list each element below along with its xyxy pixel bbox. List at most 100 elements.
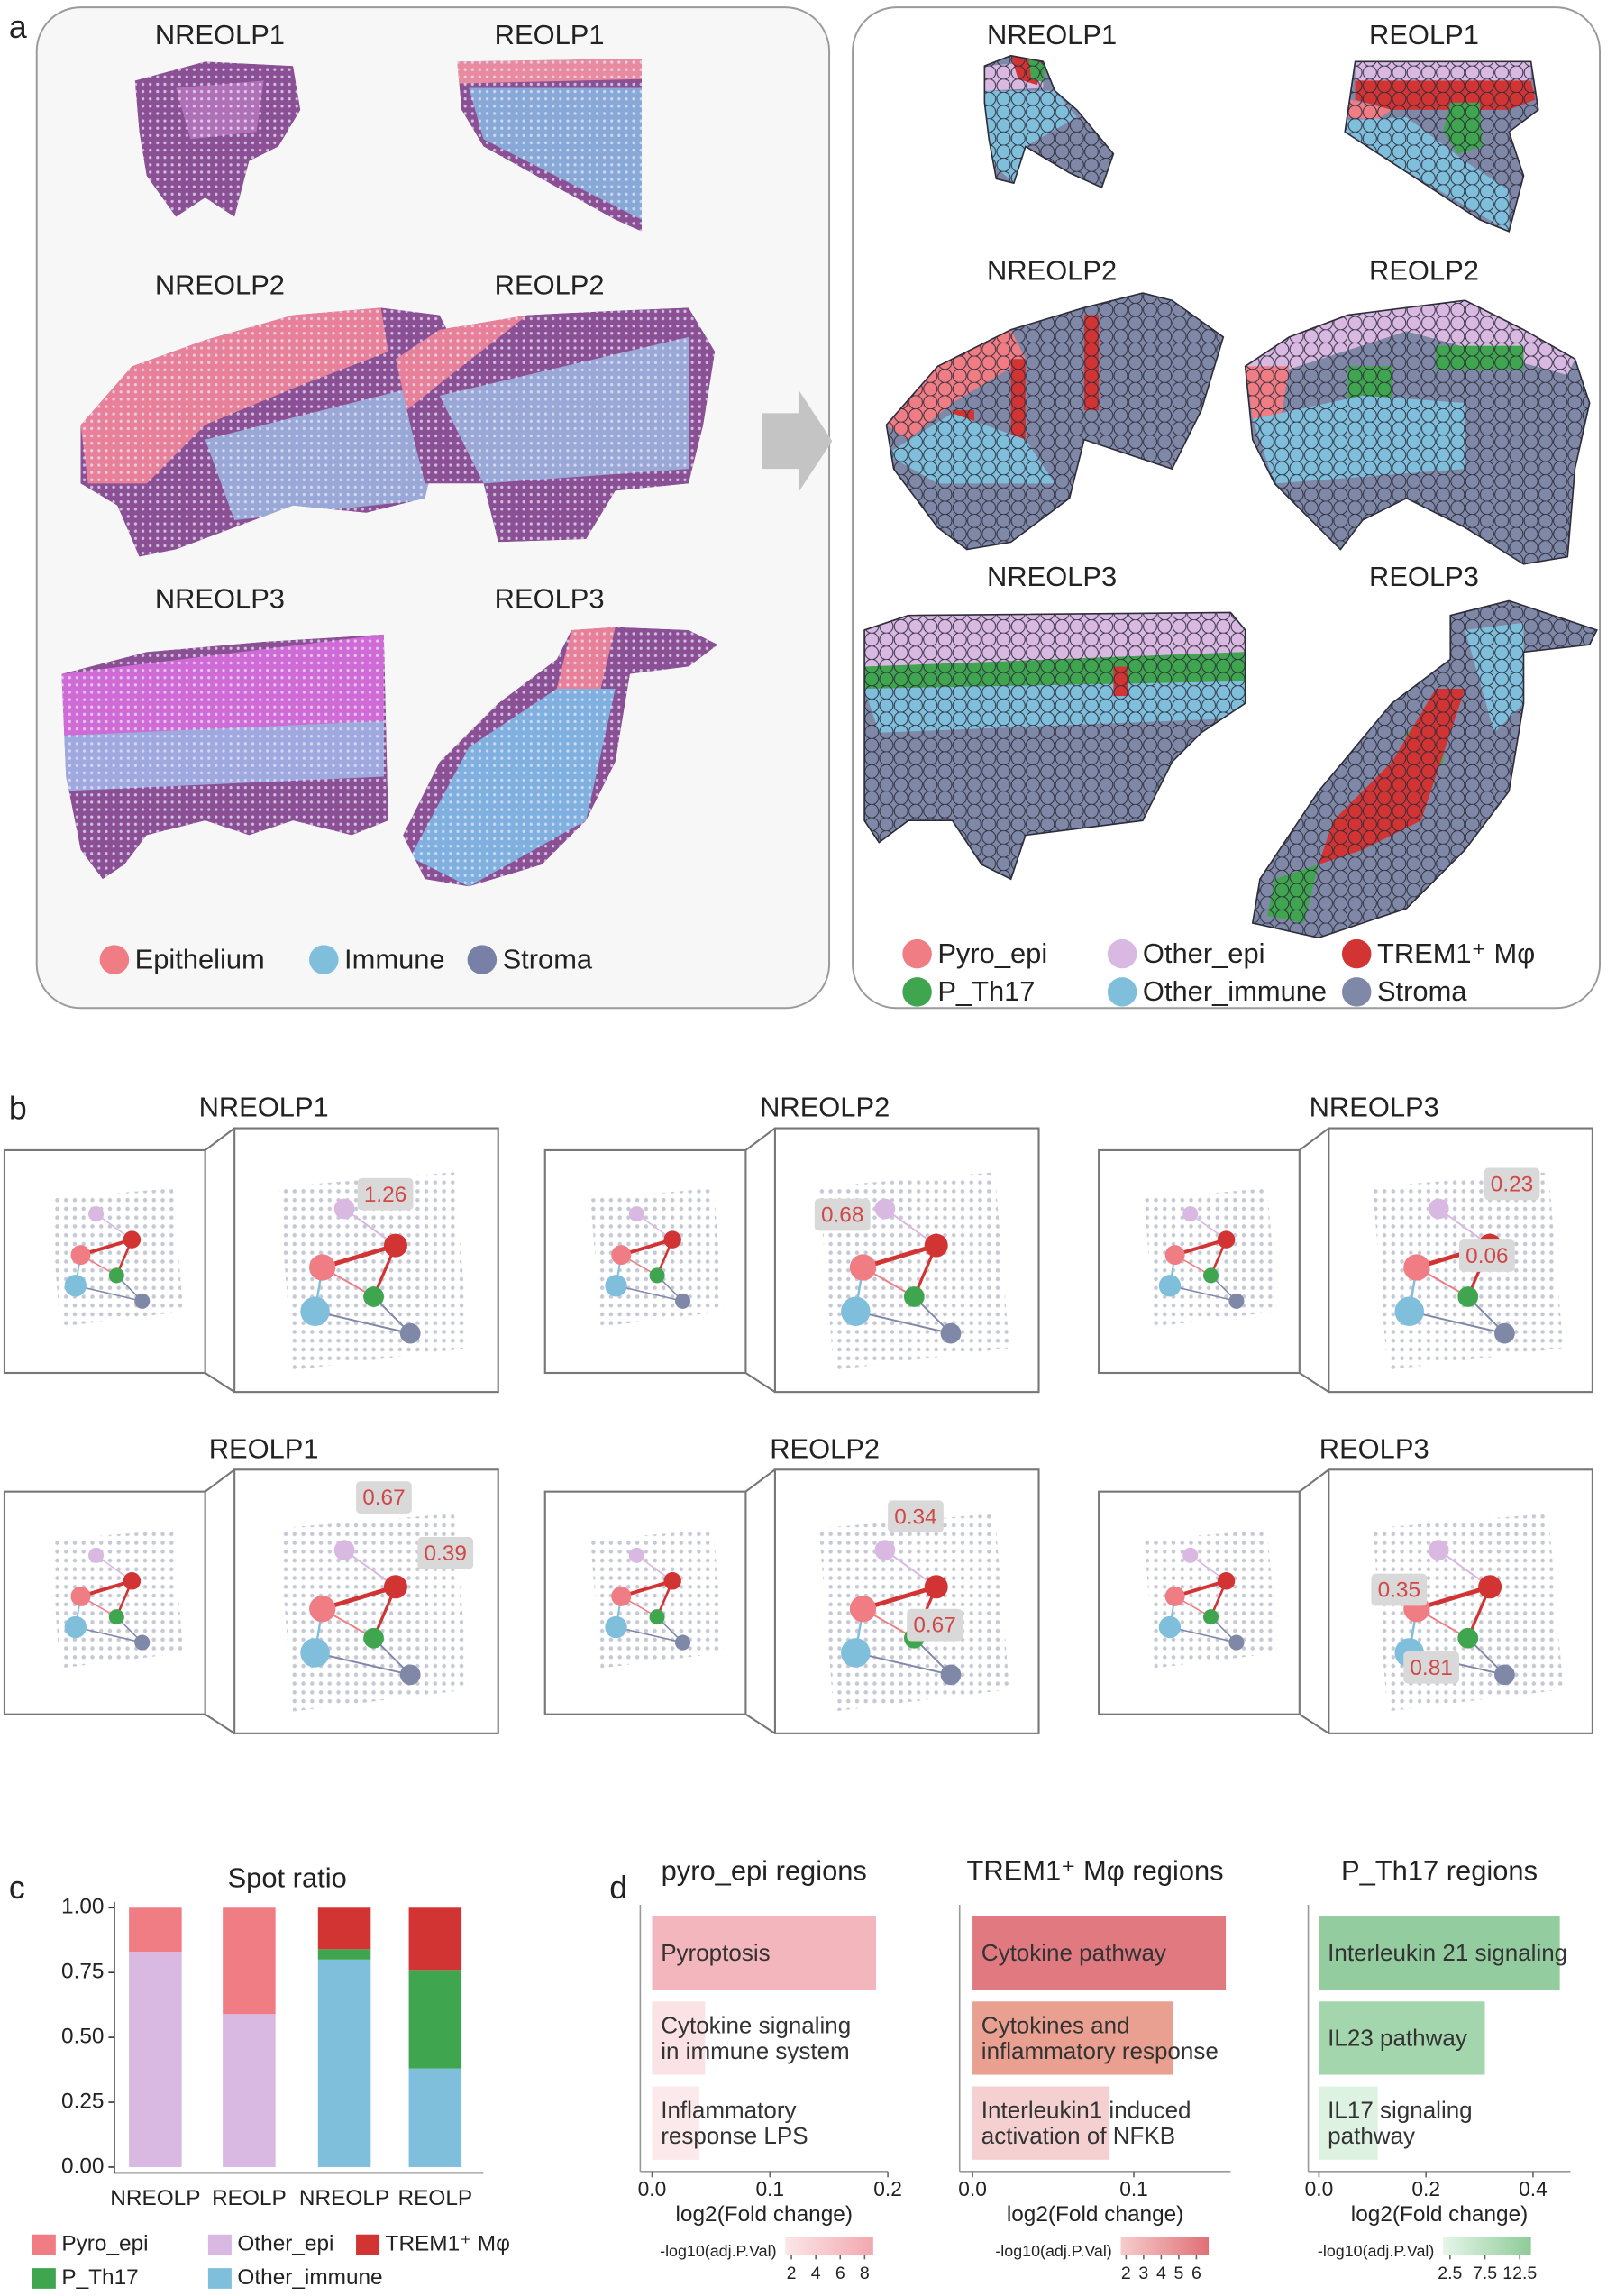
text-line: Cytokine signaling <box>661 2011 851 2038</box>
y-tick-label: 1.00 <box>61 1895 104 1919</box>
network-node <box>134 1634 151 1651</box>
text-line: IL17 signaling <box>1328 2096 1472 2123</box>
tissue-spots <box>80 307 466 557</box>
legend-swatch <box>902 977 932 1007</box>
sample-title: REOLP1 <box>1369 19 1479 50</box>
network-node <box>924 1575 948 1599</box>
network-node <box>88 1547 105 1563</box>
bar-label: Cytokines and inflammatory response <box>981 2011 1219 2064</box>
value-box <box>814 1198 871 1231</box>
network-edge <box>855 1310 952 1335</box>
bar-segment <box>223 1907 276 2015</box>
edge-value: 0.06 <box>1465 1244 1508 1268</box>
network-node <box>663 1572 681 1590</box>
colorbar-tick-label: 4 <box>811 2264 821 2283</box>
network-node <box>134 1293 151 1309</box>
zoom-line <box>744 1713 776 1734</box>
x-tick-label: REOLP <box>212 2186 287 2210</box>
tissue-spots <box>134 61 301 217</box>
legend-label: Other_immune <box>237 2265 382 2290</box>
network-node <box>874 1198 896 1220</box>
tissue-outline <box>1344 60 1539 233</box>
value-box <box>888 1500 944 1533</box>
sample-title: REOLP2 <box>495 270 605 301</box>
bar <box>1319 2086 1378 2160</box>
network-node <box>399 1664 421 1686</box>
zoom-line <box>205 1127 235 1151</box>
chart-title: TREM1⁺ Mφ regions <box>967 1854 1224 1886</box>
network-node <box>649 1267 665 1284</box>
network-node <box>1217 1230 1236 1249</box>
network-node <box>300 1638 330 1668</box>
network-edge <box>616 1626 683 1643</box>
network-edge <box>75 1285 142 1303</box>
legend-swatch <box>99 945 130 974</box>
tissue <box>1245 300 1590 564</box>
colorbar-tick-label: 2 <box>787 2264 797 2283</box>
x-tick-label: 0.2 <box>873 2177 902 2200</box>
network-node <box>88 1206 105 1222</box>
bar-label: Pyroptosis <box>661 1939 770 1966</box>
y-tick-label: 0.00 <box>61 2154 104 2178</box>
legend-label: Immune <box>344 943 445 974</box>
legend-label: Other_epi <box>1143 938 1265 969</box>
edge-value: 0.81 <box>1410 1656 1452 1680</box>
tissue <box>80 307 466 557</box>
zoom-line <box>205 1713 235 1734</box>
y-tick-label: 0.50 <box>61 2025 104 2049</box>
tissue <box>403 627 718 887</box>
bar-label: IL17 signaling pathway <box>1328 2096 1472 2149</box>
colorbar-tick-label: 2 <box>1121 2264 1131 2283</box>
legend-swatch <box>1107 938 1137 969</box>
network-node <box>70 1245 91 1266</box>
zoom-line <box>1299 1468 1329 1493</box>
network-node <box>924 1233 948 1258</box>
network-node <box>383 1575 407 1599</box>
bar-segment <box>317 1907 371 1950</box>
network-node <box>64 1615 87 1639</box>
x-tick-label: 0.2 <box>1411 2177 1440 2200</box>
tissue-spots <box>403 627 718 887</box>
tissue-outline <box>885 292 1225 551</box>
network-node <box>309 1254 336 1281</box>
legend-swatch <box>1341 938 1372 969</box>
sample-title: NREOLP1 <box>199 1092 329 1123</box>
panel-label: a <box>9 9 27 45</box>
sample-title: NREOLP3 <box>1310 1092 1439 1123</box>
legend-swatch <box>1107 977 1137 1007</box>
tissue-outline <box>983 54 1115 189</box>
network-node <box>333 1198 355 1220</box>
tissue-spots <box>1245 300 1590 564</box>
bar-segment <box>408 1970 462 2069</box>
legend-label: TREM1⁺ Mφ <box>386 2232 510 2256</box>
bar <box>1319 1916 1560 1990</box>
tissue-outline <box>1251 599 1598 939</box>
value-box <box>1458 1239 1515 1272</box>
legend-label: P_Th17 <box>61 2265 138 2290</box>
network-node <box>1182 1547 1199 1563</box>
network-node <box>849 1596 877 1623</box>
network-node <box>1457 1286 1479 1307</box>
text-line: response LPS <box>661 2122 808 2149</box>
legend-swatch <box>32 2268 56 2289</box>
network-node <box>874 1540 896 1561</box>
network-edge <box>315 1310 411 1335</box>
legend-label: P_Th17 <box>937 975 1035 1007</box>
network-node <box>383 1233 407 1258</box>
spot-cloud <box>1144 1529 1278 1669</box>
network-edge <box>855 1651 952 1676</box>
legend-swatch <box>902 938 932 969</box>
spot-cloud <box>1144 1188 1278 1327</box>
zoom-line <box>744 1372 776 1394</box>
legend-swatch <box>1341 977 1372 1007</box>
edge-value: 0.34 <box>894 1505 936 1529</box>
network-node <box>1457 1627 1479 1649</box>
tissue <box>886 293 1224 550</box>
x-axis-title: log2(Fold change) <box>1007 2202 1183 2227</box>
colorbar-tick-label: 8 <box>860 2264 870 2283</box>
text-line: Inflammatory <box>661 2096 796 2123</box>
legend-swatch <box>32 2234 56 2255</box>
colorbar-tick-label: 6 <box>1191 2264 1201 2283</box>
network-node <box>940 1664 962 1686</box>
y-tick-label: 0.75 <box>61 1960 104 1984</box>
